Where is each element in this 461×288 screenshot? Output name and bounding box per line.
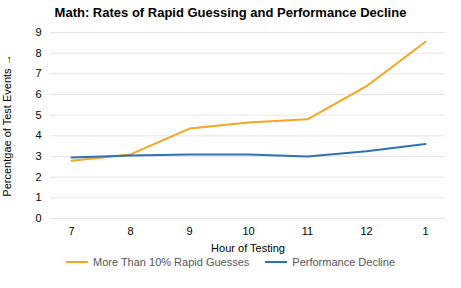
svg-text:Percentgae of Test Events →: Percentgae of Test Events → <box>1 54 13 196</box>
svg-text:5: 5 <box>35 109 41 121</box>
svg-text:12: 12 <box>360 225 372 237</box>
html-text:More Than 10% Rapid Guesses: More Than 10% Rapid Guesses <box>93 256 250 268</box>
html-text:Performance Decline: Performance Decline <box>292 256 395 268</box>
svg-text:9: 9 <box>186 225 192 237</box>
svg-text:1: 1 <box>35 191 41 203</box>
svg-text:Hour of Testing: Hour of Testing <box>211 242 285 254</box>
svg-text:8: 8 <box>35 47 41 59</box>
svg-text:6: 6 <box>35 88 41 100</box>
svg-text:0: 0 <box>35 212 41 224</box>
svg-text:11: 11 <box>302 225 313 237</box>
svg-text:2: 2 <box>35 171 41 183</box>
svg-text:1: 1 <box>422 225 428 237</box>
svg-text:3: 3 <box>35 150 41 162</box>
svg-text:9: 9 <box>35 26 41 38</box>
svg-text:8: 8 <box>127 225 133 237</box>
svg-text:7: 7 <box>68 225 74 237</box>
svg-text:10: 10 <box>242 225 254 237</box>
svg-text:7: 7 <box>35 67 41 79</box>
html-text:Math: Rates of Rapid Guessing: Math: Rates of Rapid Guessing and Perfor… <box>54 5 407 20</box>
svg-text:4: 4 <box>35 129 41 141</box>
